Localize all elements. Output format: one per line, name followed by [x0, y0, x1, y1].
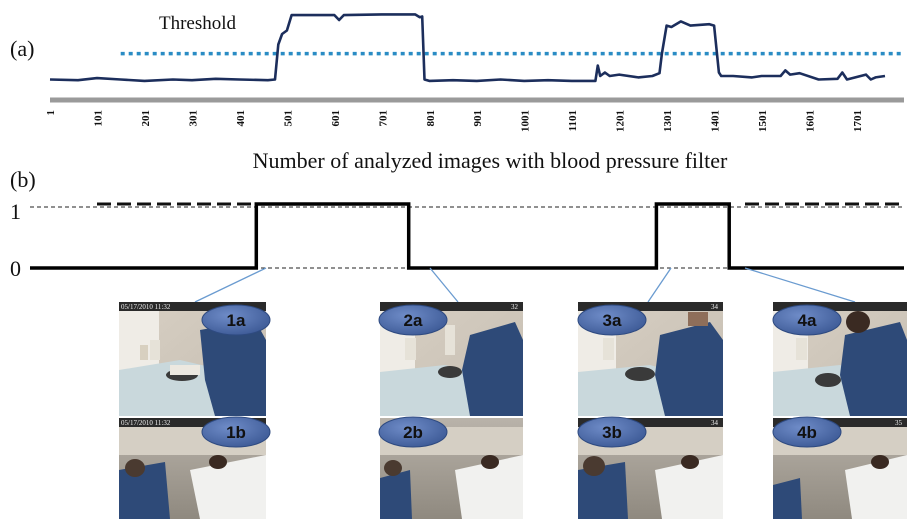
timestamp-1b: 05/17/2010 11:32 — [121, 419, 171, 427]
x-tick-label: 101 — [93, 110, 105, 127]
badge-2b: 2b — [378, 416, 448, 448]
binary-signal — [30, 202, 904, 270]
panel-b-label: (b) — [10, 167, 36, 192]
badge-1b: 1b — [201, 416, 271, 448]
svg-text:3b: 3b — [602, 423, 622, 442]
x-tick-label: 1501 — [757, 110, 769, 132]
x-tick-label: 701 — [377, 110, 389, 127]
x-tick-label: 801 — [425, 110, 437, 127]
x-tick-label: 201 — [140, 110, 152, 127]
x-axis-label: Number of analyzed images with blood pre… — [253, 148, 728, 173]
threshold-label: Threshold — [159, 13, 237, 34]
timestamp-4b: 35 — [895, 419, 903, 427]
timestamp-3a: 34 — [711, 303, 719, 311]
svg-text:2b: 2b — [403, 423, 423, 442]
photo-4a — [773, 302, 907, 416]
panel-a-label: (a) — [10, 36, 34, 61]
timestamp-1a: 05/17/2010 11:32 — [121, 303, 171, 311]
panel-b: (b) 1 0 — [10, 167, 904, 281]
x-tick-label: 1701 — [852, 110, 864, 132]
badge-4b: 4b — [772, 416, 842, 448]
x-tick-label: 501 — [282, 110, 294, 127]
svg-text:2a: 2a — [404, 311, 423, 330]
x-tick-label: 301 — [187, 110, 199, 127]
x-tick-label: 1001 — [520, 110, 532, 132]
y-tick-zero: 0 — [10, 256, 21, 281]
svg-text:4b: 4b — [797, 423, 817, 442]
timestamp-3b: 34 — [711, 419, 719, 427]
svg-text:1a: 1a — [227, 311, 246, 330]
badge-1a: 1a — [201, 304, 271, 336]
x-tick-label: 901 — [472, 110, 484, 127]
x-tick-label: 1401 — [710, 110, 722, 132]
x-tick-label: 1 — [45, 110, 57, 116]
x-tick-label: 1301 — [662, 110, 674, 132]
timestamp-2a: 32 — [511, 303, 519, 311]
x-tick-label: 1101 — [567, 110, 579, 131]
badge-3b: 3b — [577, 416, 647, 448]
photo-2b — [380, 418, 523, 519]
badge-3a: 3a — [577, 304, 647, 336]
badge-2a: 2a — [378, 304, 448, 336]
connector-2 — [429, 267, 459, 303]
x-tick-labels: 1 101 201 301 401 501 601 701 801 901 1001 1101 1201… — [45, 110, 864, 132]
panel-a: (a) Threshold 1 101 201 301 401 501 601 701 801 9… — [10, 13, 904, 173]
badge-4a: 4a — [772, 304, 842, 336]
signal-line — [49, 13, 886, 83]
x-tick-label: 1601 — [805, 110, 817, 132]
connector-4 — [744, 267, 856, 303]
connector-1 — [194, 267, 267, 303]
photo-3b: 34 — [578, 418, 723, 519]
x-tick-label: 601 — [330, 110, 342, 127]
x-tick-label: 1201 — [615, 110, 627, 132]
y-tick-one: 1 — [10, 199, 21, 224]
connectors — [194, 267, 856, 303]
svg-text:3a: 3a — [603, 311, 622, 330]
svg-text:4a: 4a — [798, 311, 817, 330]
x-tick-label: 401 — [235, 110, 247, 127]
svg-text:1b: 1b — [226, 423, 246, 442]
photo-1a: 05/17/2010 11:32 — [119, 302, 266, 416]
connector-3 — [647, 267, 672, 303]
